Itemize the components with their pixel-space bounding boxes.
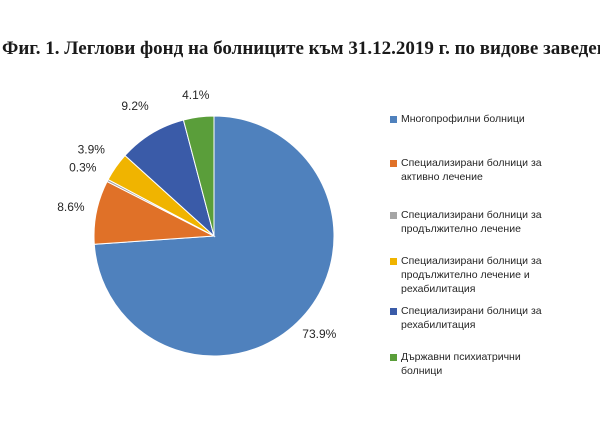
legend-swatch [390, 354, 397, 361]
legend-swatch [390, 212, 397, 219]
legend-swatch [390, 308, 397, 315]
chart-title: Фиг. 1. Леглови фонд на болниците към 31… [2, 38, 600, 59]
slice-data-label: 73.9% [302, 327, 336, 341]
legend-item: Държавни психиатрични болници [390, 350, 521, 378]
legend-item: Специализирани болници за активно лечени… [390, 156, 542, 184]
legend-swatch [390, 160, 397, 167]
slice-data-label: 3.9% [78, 143, 106, 157]
legend-label: Специализирани болници за продължително … [401, 255, 542, 295]
legend-label: Многопрофилни болници [401, 113, 525, 125]
slice-data-label: 4.1% [182, 88, 210, 102]
legend-item: Многопрофилни болници [390, 112, 525, 126]
slice-data-label: 8.6% [57, 200, 85, 214]
legend-swatch [390, 116, 397, 123]
legend-item: Специализирани болници за рехабилитация [390, 304, 542, 332]
legend-label: Специализирани болници за активно лечени… [401, 157, 542, 183]
legend-item: Специализирани болници за продължително … [390, 254, 542, 296]
pie-slice [182, 115, 215, 237]
legend-label: Държавни психиатрични болници [401, 351, 521, 377]
slice-data-label: 9.2% [121, 99, 149, 113]
legend-label: Специализирани болници за рехабилитация [401, 305, 542, 331]
slice-data-label: 0.3% [69, 161, 97, 175]
legend-item: Специализирани болници за продължително … [390, 208, 542, 236]
legend-label: Специализирани болници за продължително … [401, 209, 542, 235]
legend-swatch [390, 258, 397, 265]
